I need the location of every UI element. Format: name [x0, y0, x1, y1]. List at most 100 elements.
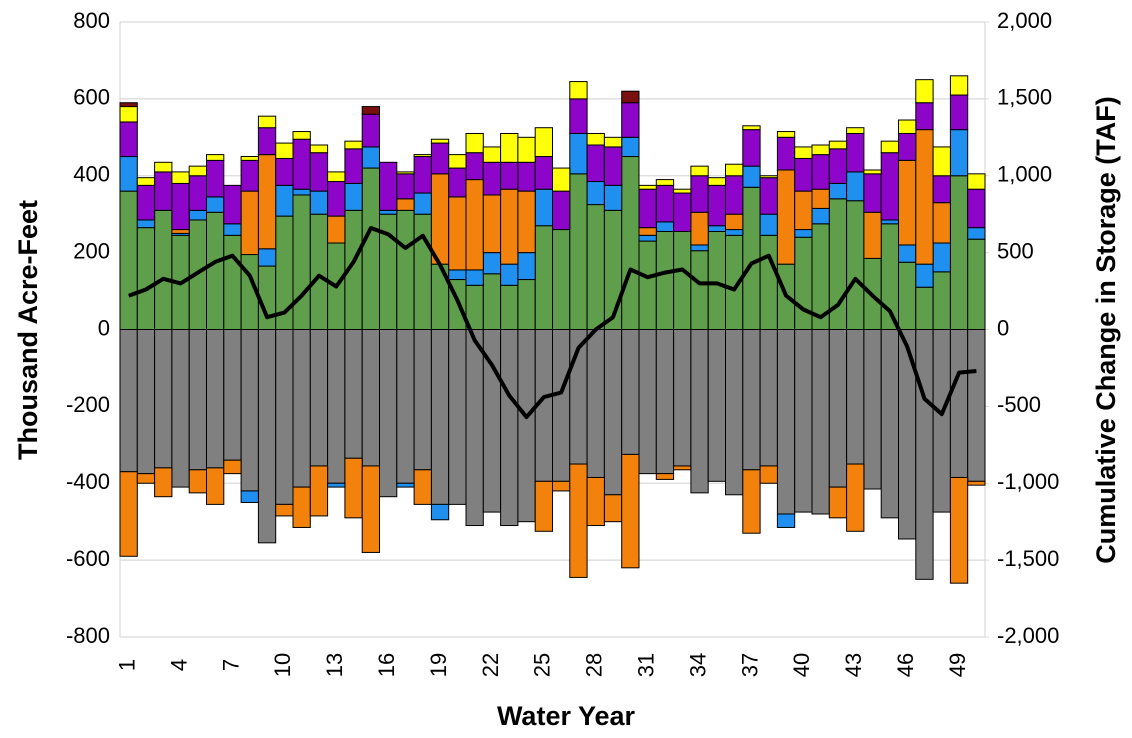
bar-segment	[119, 102, 138, 108]
bar-segment	[257, 329, 277, 544]
x-tick-label: 46	[893, 653, 918, 677]
bar-segment	[517, 136, 536, 163]
bar-segment	[794, 190, 813, 231]
x-tick-label: 37	[737, 653, 762, 677]
bar-segment	[932, 271, 951, 330]
bar-segment	[967, 480, 986, 486]
bar-segment	[206, 196, 225, 213]
bar-segment	[707, 177, 727, 186]
bar-segment	[500, 263, 519, 286]
y2-axis-title: Cumulative Change in Storage (TAF)	[1091, 96, 1121, 564]
bar-segment	[188, 209, 207, 221]
bar-segment	[655, 184, 675, 223]
bar-segment	[448, 154, 467, 169]
bar-segment	[586, 204, 605, 330]
bar-segment	[240, 156, 259, 161]
bar-segment	[292, 188, 311, 196]
x-tick-label: 49	[945, 653, 970, 677]
bar-segment	[932, 146, 951, 177]
bar-segment	[465, 152, 484, 181]
bar-segment	[448, 269, 467, 281]
x-tick-label: 28	[582, 653, 607, 677]
bar-segment	[880, 329, 900, 519]
bar-segment	[275, 329, 294, 505]
bar-segment	[154, 329, 173, 469]
bar-segment	[223, 329, 242, 461]
bar-segment	[309, 144, 329, 154]
bar-segment	[569, 81, 588, 100]
bar-segment	[586, 181, 605, 206]
bar-segment	[413, 192, 432, 215]
bar-segment	[811, 154, 830, 190]
bar-segment	[482, 252, 502, 275]
y-tick-label: -800	[66, 623, 110, 648]
bar-segment	[482, 161, 502, 196]
bar-segment	[569, 132, 588, 175]
x-tick-label: 31	[633, 653, 658, 677]
y2-tick-label: 500	[997, 238, 1034, 263]
bar-segment	[327, 482, 346, 488]
y-tick-label: 200	[73, 238, 110, 263]
bar-segment	[379, 161, 398, 211]
bar-segment	[673, 192, 692, 232]
bar-segment	[863, 329, 882, 490]
bar-segment	[379, 329, 398, 498]
bar-segment	[863, 211, 882, 259]
bar-segment	[361, 465, 381, 553]
x-tick-label: 25	[530, 653, 555, 677]
bar-segment	[517, 190, 536, 254]
bar-segment	[413, 156, 432, 194]
bar-segment	[967, 238, 986, 330]
bar-segment	[603, 146, 623, 186]
x-tick-label: 40	[789, 653, 814, 677]
bar-segment	[240, 490, 259, 503]
bar-segment	[240, 329, 259, 492]
bar-segment	[500, 329, 519, 527]
x-tick-label: 10	[270, 653, 295, 677]
bar-segment	[638, 227, 657, 236]
bar-segment	[448, 329, 467, 505]
bar-segment	[811, 144, 830, 156]
bar-segment	[569, 463, 588, 578]
bar-segment	[915, 329, 934, 580]
bar-segment	[603, 184, 623, 211]
bar-segment	[655, 473, 675, 480]
y2-tick-label: 1,500	[997, 85, 1052, 110]
bar-segment	[949, 175, 969, 330]
bar-segment	[534, 156, 554, 190]
bar-segment	[828, 182, 848, 200]
bar-segment	[482, 194, 502, 254]
bar-segment	[171, 182, 190, 231]
y2-tick-label: -2,000	[997, 623, 1059, 648]
bar-segment	[638, 188, 657, 229]
bar-segment	[327, 329, 346, 484]
bar-segment	[742, 125, 761, 131]
bar-segment	[690, 211, 709, 246]
bar-segment	[759, 213, 778, 236]
bar-segment	[915, 79, 934, 104]
y-tick-label: 0	[98, 315, 110, 340]
bar-segment	[603, 494, 623, 523]
bar-segment	[396, 173, 415, 200]
bar-segment	[275, 142, 294, 159]
bar-segment	[119, 106, 138, 123]
bar-segment	[534, 480, 554, 532]
bar-segment	[361, 113, 381, 148]
bar-segment	[880, 219, 900, 225]
y2-tick-label: -500	[997, 392, 1041, 417]
bar-segment	[655, 230, 675, 330]
bar-segment	[880, 152, 900, 221]
bar-segment	[673, 465, 692, 471]
y2-tick-label: 2,000	[997, 8, 1052, 33]
bar-segment	[828, 148, 848, 184]
bar-segment	[517, 161, 536, 192]
bar-segment	[742, 469, 761, 534]
bar-segment	[361, 167, 381, 330]
bar-segment	[690, 165, 709, 177]
bar-segment	[828, 486, 848, 519]
bar-segment	[776, 169, 796, 265]
bar-segment	[154, 467, 173, 498]
bar-segment	[223, 223, 242, 236]
bar-segment	[430, 173, 450, 265]
bar-segment	[534, 225, 554, 330]
